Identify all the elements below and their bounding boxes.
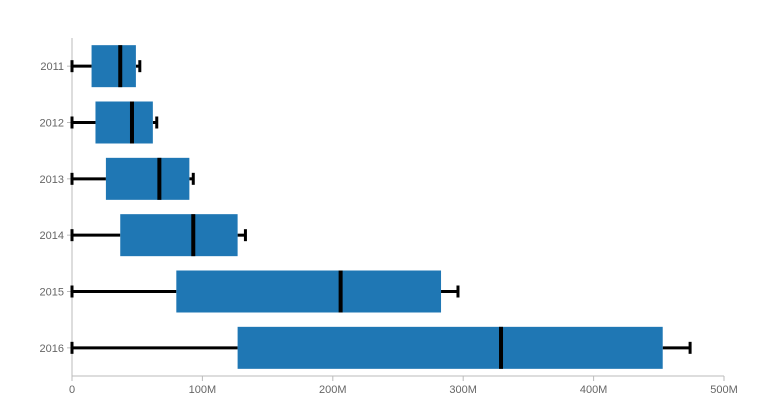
box-2012 [95, 101, 153, 144]
x-tick-label: 400M [580, 384, 608, 396]
y-tick-label: 2012 [40, 118, 64, 130]
box-2014 [120, 214, 238, 257]
x-tick-label: 300M [449, 384, 477, 396]
y-tick-label: 2013 [40, 174, 64, 186]
y-tick-label: 2015 [40, 287, 64, 299]
x-tick-label: 500M [710, 384, 738, 396]
y-tick-label: 2016 [40, 343, 64, 355]
box-2011 [91, 45, 136, 88]
box-2015 [176, 270, 442, 313]
box-2016 [237, 326, 663, 369]
x-tick-label: 200M [319, 384, 347, 396]
box-2013 [105, 157, 190, 200]
y-tick-label: 2011 [40, 61, 64, 73]
x-tick-label: 100M [189, 384, 217, 396]
x-tick-label: 0 [69, 384, 75, 396]
y-tick-label: 2014 [40, 230, 64, 242]
